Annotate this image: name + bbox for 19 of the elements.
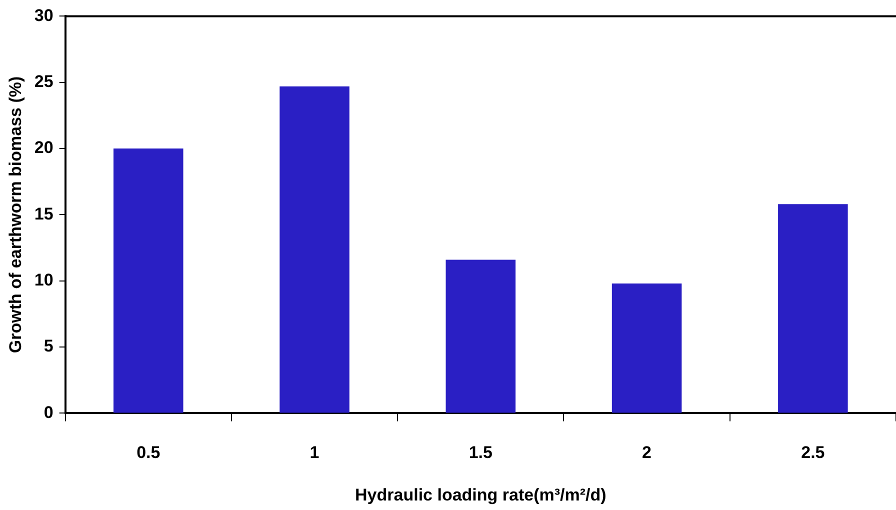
x-tick-label: 2.5 [801,443,825,462]
x-tick-label: 1 [310,443,320,462]
y-tick-label: 5 [44,336,54,356]
x-axis-title: Hydraulic loading rate(m³/m²/d) [355,485,606,504]
y-tick-label: 20 [34,138,54,158]
y-tick-label: 30 [34,6,54,25]
bar [612,284,682,413]
bar [113,148,184,413]
bar [446,260,516,413]
y-axis-title: Growth of earthworm biomass (%) [6,76,25,354]
y-tick-label: 10 [34,270,54,290]
bar [778,204,848,413]
y-tick-label: 25 [34,72,54,92]
x-tick-label: 0.5 [136,443,160,462]
y-tick-label: 0 [44,402,54,422]
x-tick-label: 2 [642,443,652,462]
y-tick-label: 15 [34,204,54,224]
bar [280,86,350,413]
x-tick-label: 1.5 [468,443,492,462]
